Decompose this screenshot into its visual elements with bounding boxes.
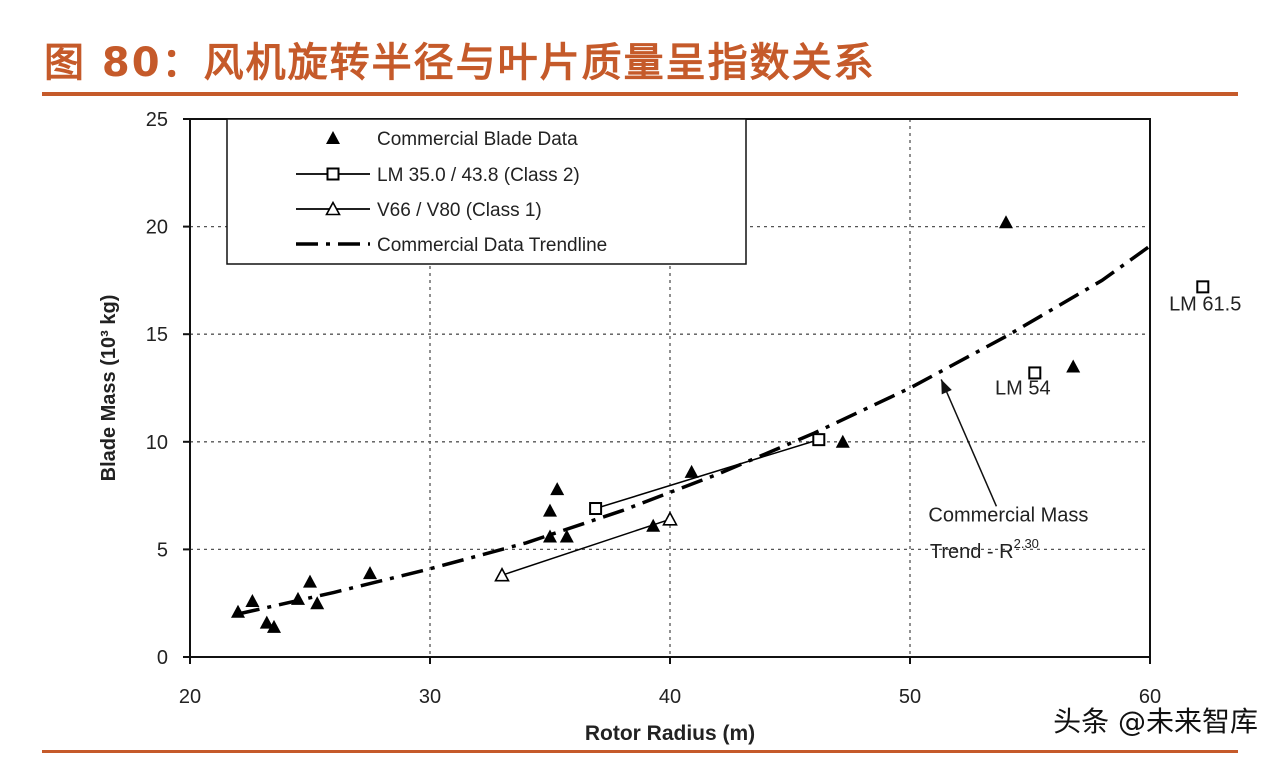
data-point [835,434,850,448]
data-point [559,529,574,543]
data-point [1066,359,1081,373]
annotation-arrow-head [941,379,952,395]
data-point [550,482,565,496]
annotation-text: Trend - R2.30 [930,536,1039,563]
annotation-text: LM 61.5 [1169,294,1241,316]
data-point [1196,280,1210,294]
y-tick-label: 15 [146,324,168,346]
series-0 [231,215,1081,633]
data-point [1028,366,1042,380]
y-tick-label: 10 [146,432,168,454]
data-point [589,502,603,516]
legend-marker [326,167,340,181]
annotation-text: LM 54 [995,377,1051,399]
data-point [310,596,325,610]
data-point [684,464,699,478]
annotation-layer: LM 61.5 LM 54 Commercial Mass Trend - R2.30 [928,294,1241,563]
annotation-text: Commercial Mass [928,504,1088,526]
legend-item: Commercial Data Trendline [296,235,607,256]
x-tick-label: 60 [1139,686,1161,708]
legend-item: V66 / V80 (Class 1) [296,200,542,221]
series-4 [1028,280,1210,380]
series-layer [231,215,1210,633]
series-2 [494,511,678,582]
data-point [267,619,281,633]
data-point [494,567,510,582]
x-tick-label: 40 [659,686,681,708]
legend-label: LM 35.0 / 43.8 (Class 2) [377,165,580,186]
data-point [662,511,678,526]
data-point [259,615,274,629]
data-point [543,529,557,543]
legend: Commercial Blade Data LM 35.0 / 43.8 (Cla… [226,118,747,265]
data-point [812,433,826,447]
axis-ticks: 20 30 40 50 60 0 5 10 15 20 25 [146,109,1161,708]
watermark: 头条 @未来智库 [1053,705,1258,738]
series-3 [237,244,1152,616]
y-tick-label: 0 [157,647,168,669]
legend-item: Commercial Blade Data [326,129,578,150]
data-point [999,215,1013,229]
series-1 [589,433,826,516]
data-point [303,574,317,588]
data-point [245,594,260,608]
series-line [501,518,671,576]
data-point [363,566,377,580]
legend-box [226,118,747,265]
series-line [595,438,820,510]
y-tick-label: 25 [146,109,168,131]
legend-label: Commercial Data Trendline [377,235,607,256]
x-tick-label: 50 [899,686,921,708]
figure-title: 图 80：风机旋转半径与叶片质量呈指数关系 [44,40,876,86]
legend-marker [326,131,340,144]
x-tick-label: 30 [419,686,441,708]
title-rule [42,92,1238,96]
y-tick-label: 5 [157,539,168,561]
y-axis-label: Blade Mass (10³ kg) [98,295,120,482]
y-tick-label: 20 [146,217,168,239]
legend-item: LM 35.0 / 43.8 (Class 2) [296,165,580,186]
legend-marker [325,200,341,216]
legend-label: V66 / V80 (Class 1) [377,200,542,221]
x-axis-label: Rotor Radius (m) [585,722,755,745]
x-tick-label: 20 [179,686,201,708]
grid-lines [190,119,1150,657]
trendline-path [237,244,1152,616]
data-point [543,503,557,517]
legend-label: Commercial Blade Data [377,129,578,150]
annotation-arrow-line [940,379,998,507]
bottom-rule [42,750,1238,753]
